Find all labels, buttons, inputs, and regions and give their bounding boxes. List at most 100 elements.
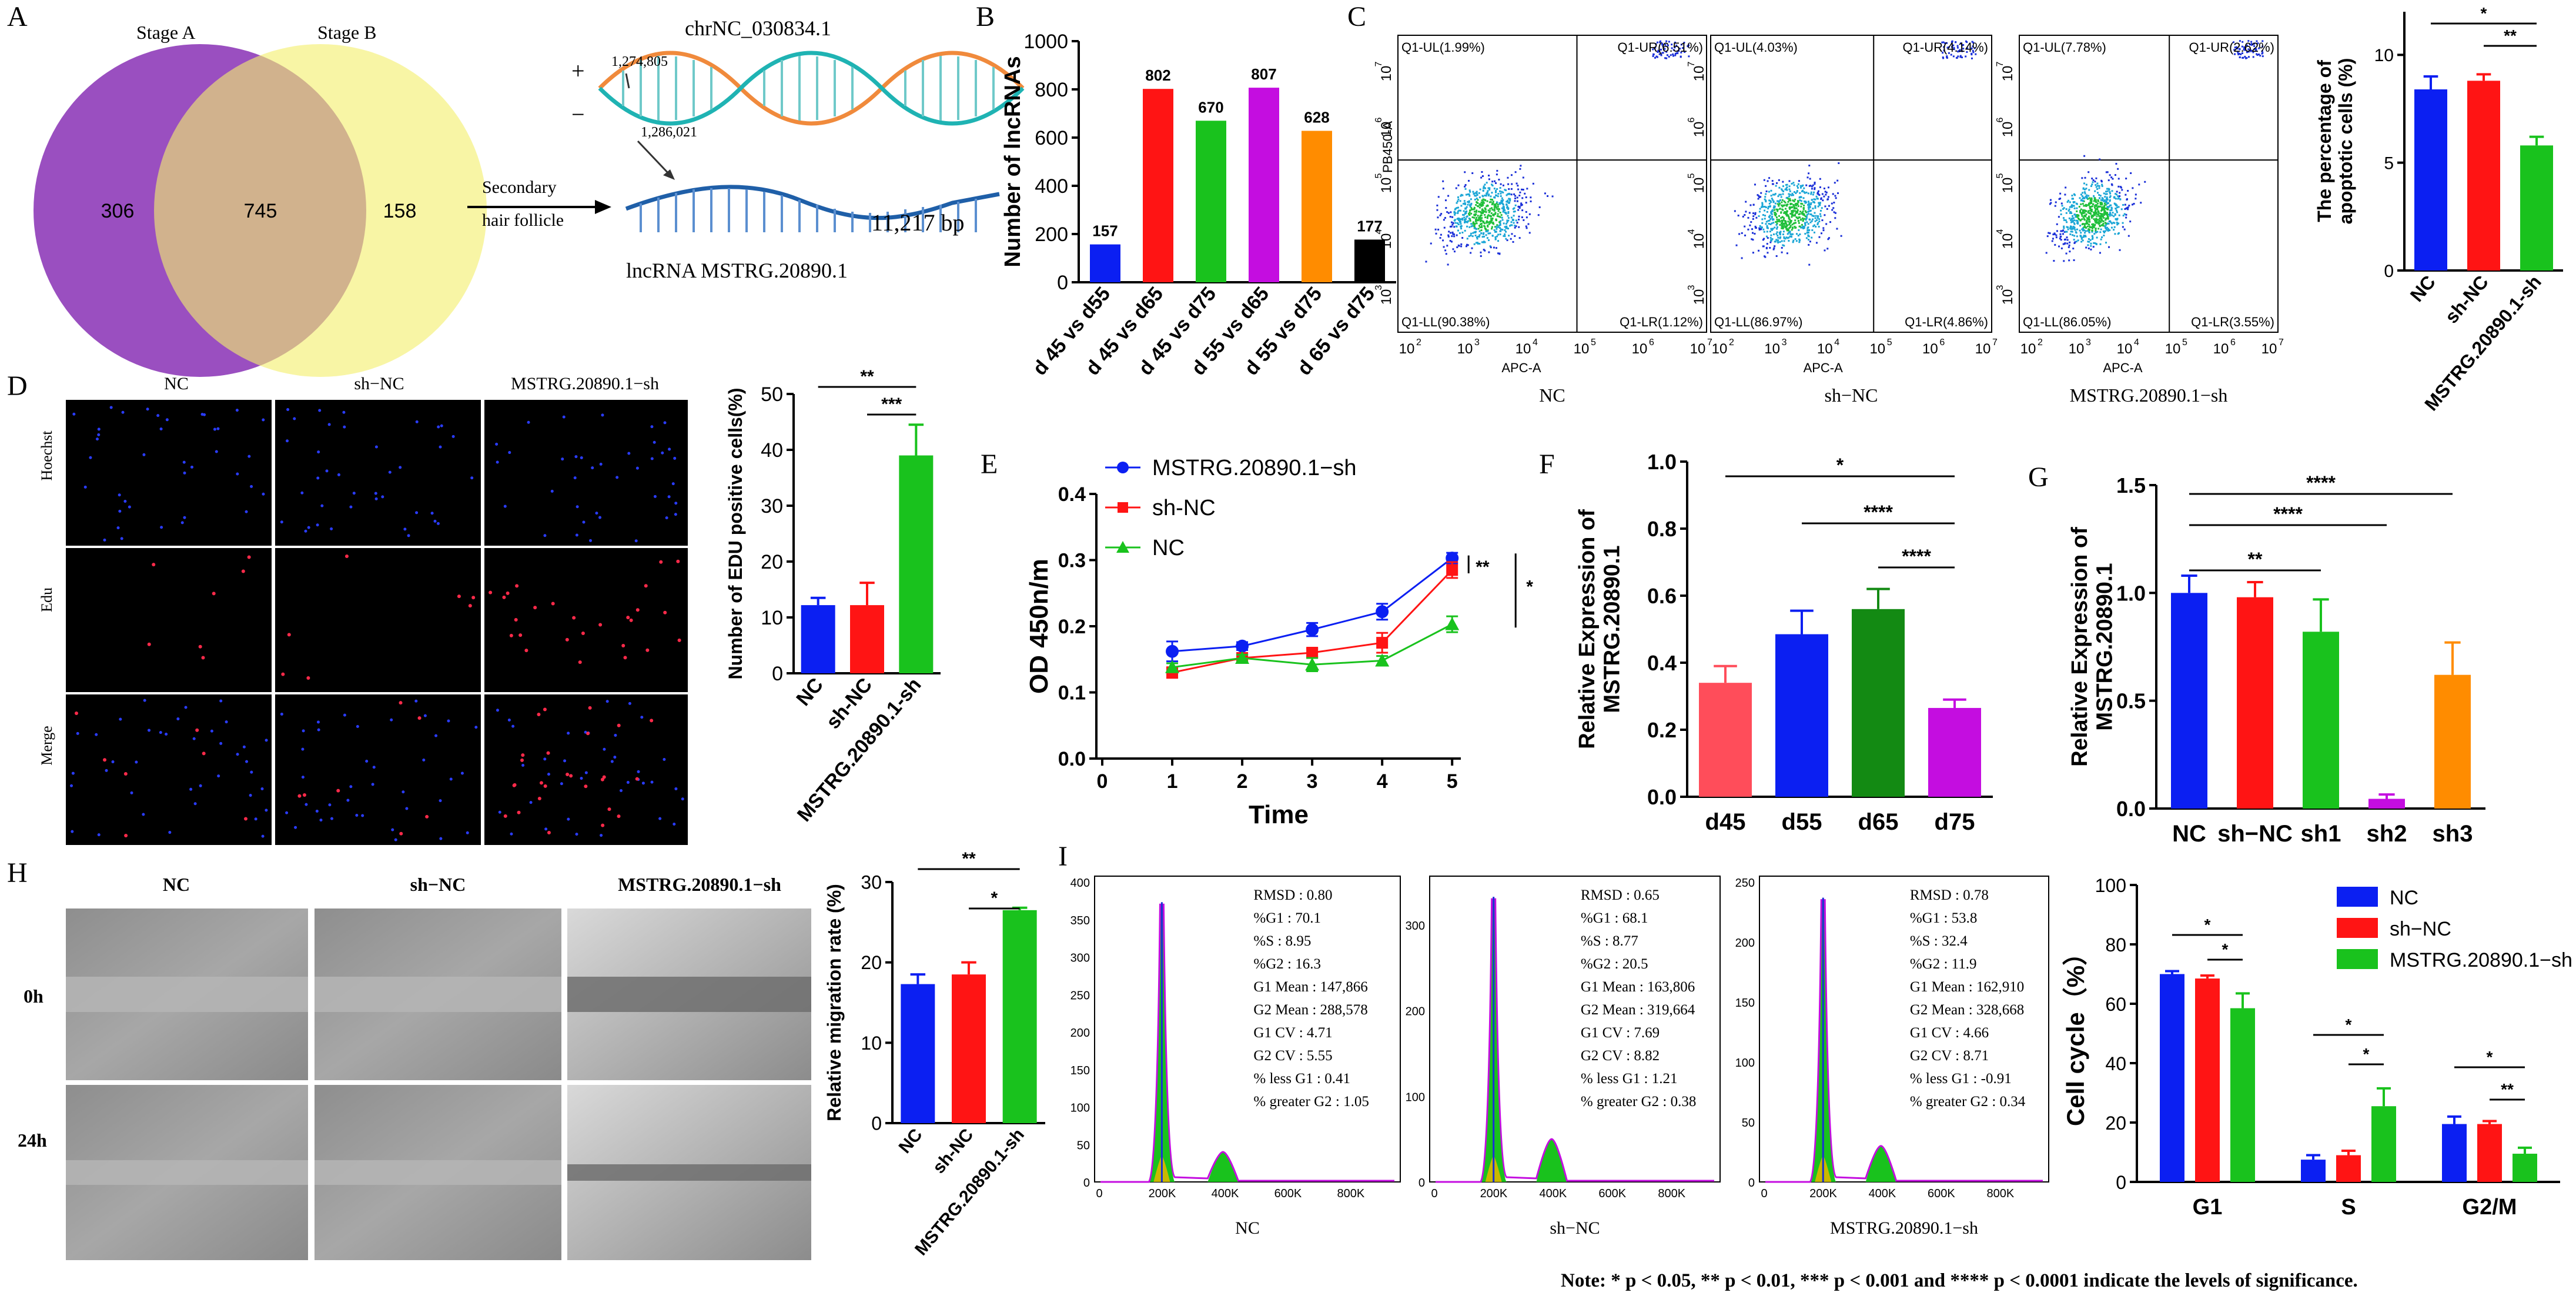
scatter-point: [1501, 216, 1503, 219]
scatter-point: [2063, 231, 2066, 233]
scatter-point: [1471, 208, 1473, 211]
scatter-point: [2082, 229, 2084, 232]
scatter-point: [1464, 229, 1466, 232]
scatter-point: [1488, 187, 1491, 189]
nucleus-dot: [261, 834, 265, 838]
scatter-point: [1435, 232, 1437, 235]
scatter-point: [2256, 40, 2258, 42]
scatter-point: [1802, 208, 1805, 211]
nucleus-dot: [440, 424, 443, 427]
scatter-point: [1772, 201, 1775, 203]
scatter-point: [1734, 210, 1736, 212]
scatter-point: [1522, 176, 1524, 179]
scatter-point: [2115, 208, 2117, 210]
scatter-point: [1777, 195, 1779, 198]
y-tick-label: 600: [1035, 127, 1068, 149]
nucleus-dot: [316, 523, 319, 527]
scatter-point: [1800, 205, 1802, 208]
scatter-point: [1464, 218, 1467, 221]
nucleus-dot: [423, 714, 427, 717]
scatter-point: [2090, 197, 2093, 199]
edu-dot: [635, 608, 640, 612]
scatter-point: [1758, 196, 1761, 198]
scatter-point: [1784, 211, 1786, 213]
scatter-point: [1448, 231, 1450, 233]
scatter-point: [1480, 212, 1483, 215]
y-tick-label: 10: [761, 607, 783, 629]
scatter-point: [1816, 215, 1819, 217]
nucleus-dot: [628, 702, 631, 705]
y-axis-title: apoptotic cells (%): [2335, 58, 2356, 225]
scatter-point: [1802, 226, 1804, 229]
scatter-point: [2066, 236, 2068, 239]
x-tick-label: 400K: [1869, 1187, 1896, 1200]
scatter-point: [2118, 214, 2120, 216]
scatter-point: [1794, 203, 1796, 206]
scatter-point: [2116, 204, 2118, 206]
scatter-point: [2079, 229, 2081, 232]
scatter-point: [1808, 263, 1811, 266]
edu-dot: [537, 713, 541, 717]
scatter-point: [2242, 56, 2244, 59]
scatter-point: [2059, 192, 2062, 195]
scatter-point: [1812, 218, 1814, 221]
scatter-point: [1772, 222, 1775, 224]
scatter-point: [2256, 54, 2259, 56]
scatter-point: [1497, 226, 1500, 228]
nucleus-dot: [320, 504, 324, 507]
scatter-point: [2071, 198, 2073, 200]
scatter-point: [2087, 195, 2090, 197]
cell-dots: [280, 407, 474, 537]
scatter-point: [1777, 239, 1779, 242]
x-tick-label: 10: [1457, 341, 1473, 357]
scatter-point: [2052, 233, 2055, 236]
scatter-point: [2111, 222, 2113, 225]
nucleus-dot: [439, 799, 442, 803]
edu-dot: [663, 610, 667, 614]
nucleus-dot: [219, 741, 223, 745]
y-tick-label: 10: [1691, 66, 1707, 82]
scatter-point: [1488, 188, 1491, 191]
scatter-point: [1791, 194, 1793, 196]
scatter-point: [1460, 225, 1463, 227]
x-tick-exponent: 6: [1939, 338, 1945, 348]
y-tick-label: 40: [761, 439, 783, 462]
scatter-point: [2069, 250, 2071, 253]
scatter-point: [2125, 178, 2127, 180]
y-tick-label: 0.2: [1647, 718, 1677, 742]
scatter-point: [2241, 52, 2243, 54]
legend-swatch: [2337, 949, 2378, 969]
h-col-nc: NC: [163, 874, 190, 895]
scatter-point: [1453, 233, 1455, 235]
scatter-point: [2126, 206, 2129, 209]
scatter-point: [2105, 171, 2107, 173]
scatter-point: [1482, 211, 1484, 213]
scatter-point: [2243, 47, 2246, 49]
scatter-point: [2052, 238, 2054, 240]
scatter-point: [1482, 189, 1484, 192]
edu-dot: [569, 774, 573, 778]
y-tick-label: 10: [1379, 289, 1394, 305]
scatter-point: [1971, 41, 1973, 43]
scatter-point: [1814, 181, 1816, 183]
scatter-point: [1442, 239, 1444, 242]
scatter-point: [1766, 211, 1768, 213]
lncrna-name: lncRNA MSTRG.20890.1: [626, 259, 848, 282]
scatter-point: [1814, 212, 1816, 214]
scatter-point: [1800, 200, 1802, 202]
scatter-point: [2088, 219, 2090, 221]
scatter-point: [2100, 179, 2103, 182]
scatter-point: [1472, 223, 1474, 225]
scatter-point: [1792, 182, 1795, 184]
scatter-point: [1655, 43, 1657, 45]
scatter-point: [1808, 210, 1810, 212]
scatter-point: [1761, 222, 1764, 224]
scatter-point: [2100, 209, 2103, 212]
panel-letter-c: C: [1347, 1, 1366, 32]
scatter-point: [1774, 202, 1777, 205]
scatter-point: [2100, 201, 2102, 203]
scatter-point: [1481, 236, 1484, 238]
scatter-point: [1771, 210, 1773, 212]
scatter-point: [1791, 210, 1793, 212]
scatter-point: [1801, 203, 1804, 205]
